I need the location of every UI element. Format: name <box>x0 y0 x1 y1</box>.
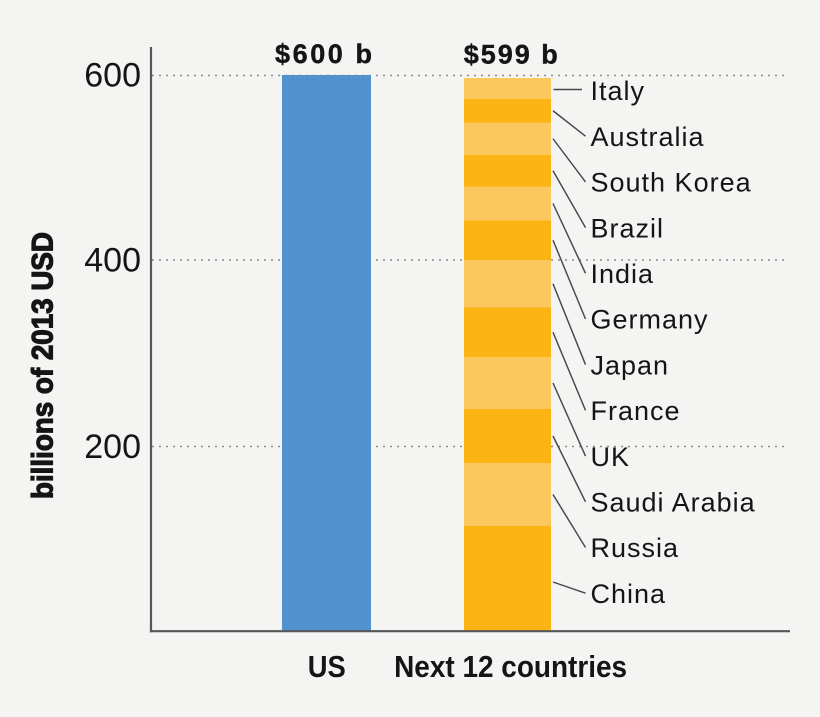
svg-text:600: 600 <box>84 57 141 95</box>
svg-text:billions of 2013 USD: billions of 2013 USD <box>27 232 60 499</box>
svg-text:US: US <box>308 649 346 684</box>
svg-text:$600 b: $600 b <box>275 39 372 69</box>
svg-text:South Korea: South Korea <box>591 168 752 198</box>
svg-text:Australia: Australia <box>591 122 705 152</box>
svg-text:Italy: Italy <box>591 76 646 106</box>
svg-text:$599 b: $599 b <box>464 39 558 69</box>
svg-text:Russia: Russia <box>591 533 680 563</box>
svg-text:China: China <box>591 579 667 609</box>
svg-text:Next 12 countries: Next 12 countries <box>394 650 627 684</box>
svg-text:Japan: Japan <box>591 350 670 380</box>
svg-text:200: 200 <box>84 428 141 466</box>
svg-text:Brazil: Brazil <box>591 213 665 243</box>
svg-text:400: 400 <box>84 242 141 280</box>
svg-text:UK: UK <box>591 442 631 472</box>
svg-text:India: India <box>591 259 655 289</box>
svg-text:France: France <box>591 396 681 426</box>
svg-text:Saudi Arabia: Saudi Arabia <box>591 488 756 518</box>
svg-text:Germany: Germany <box>591 305 709 335</box>
